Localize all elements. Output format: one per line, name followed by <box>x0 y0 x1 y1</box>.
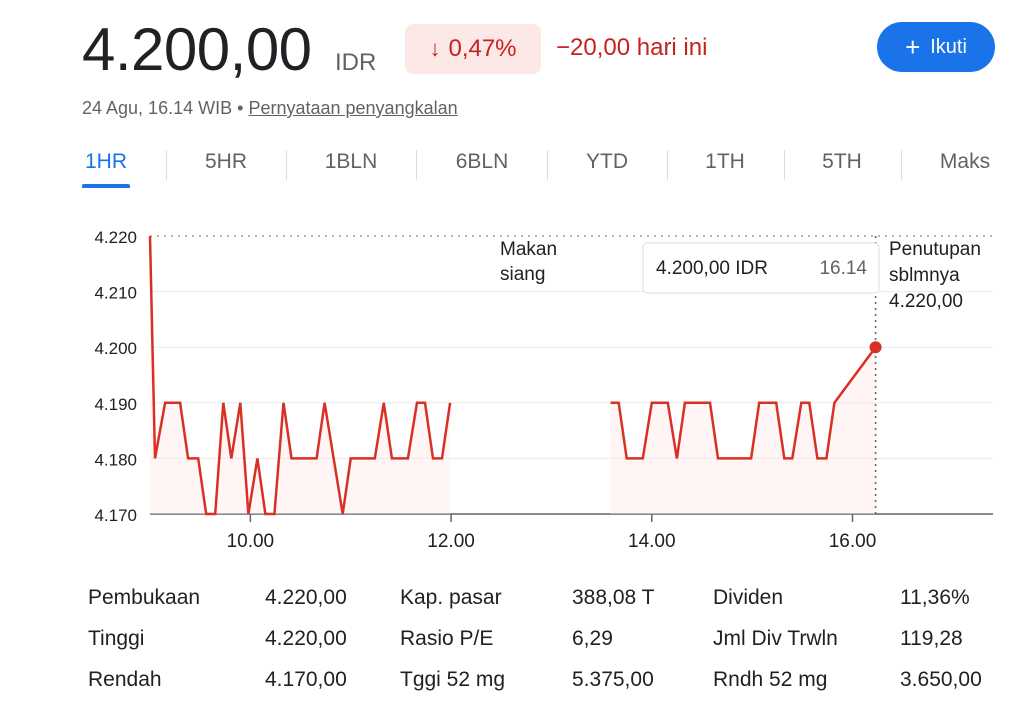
current-price-point <box>869 341 882 354</box>
y-tick-label: 4.190 <box>94 395 137 414</box>
timestamp: 24 Agu, 16.14 WIB <box>82 98 233 118</box>
x-tick-label: 14.00 <box>628 531 676 552</box>
previous-close-label: 4.220,00 <box>889 291 963 312</box>
y-tick-label: 4.210 <box>94 284 137 303</box>
stat-value-dividend: 11,36% <box>900 586 970 609</box>
stat-label-pe-ratio: Rasio P/E <box>400 627 494 650</box>
tab-5th[interactable]: 5TH <box>822 150 862 173</box>
change-today: −20,00 hari ini <box>556 34 708 61</box>
tab-5hr[interactable]: 5HR <box>204 150 248 173</box>
chart-gridlines <box>150 235 993 459</box>
tab-ytd[interactable]: YTD <box>586 150 628 173</box>
stat-label-high: Tinggi <box>88 627 145 650</box>
afternoon-price-line-fill <box>610 347 876 514</box>
active-tab-indicator <box>82 184 130 188</box>
stat-label-low: Rendah <box>88 668 162 691</box>
stat-value-high: 4.220,00 <box>265 627 347 650</box>
tooltip-time: 16.14 <box>819 258 867 279</box>
tab-1bln[interactable]: 1BLN <box>324 150 378 173</box>
price-tooltip <box>642 242 880 294</box>
stat-value-open: 4.220,00 <box>265 586 347 609</box>
stat-label-52w-high: Tggi 52 mg <box>400 668 506 691</box>
stat-value-52w-high: 5.375,00 <box>572 668 654 691</box>
meta-separator: • <box>237 98 244 118</box>
key-stats: Pembukaan 4.220,00 Tinggi 4.220,00 Renda… <box>88 586 998 706</box>
tab-divider <box>901 150 902 180</box>
currency-label: IDR <box>335 49 377 76</box>
price-meta: 24 Agu, 16.14 WIB • Pernyataan penyangka… <box>82 98 458 119</box>
chart-area-fill <box>150 236 876 514</box>
price-chart[interactable]: 4.220 4.210 4.200 4.190 4.180 4.170 10.00 12.0… <box>0 210 1027 560</box>
change-percent-badge: ↓ 0,47% <box>405 24 541 74</box>
disclaimer-link[interactable]: Pernyataan penyangkalan <box>248 98 458 118</box>
afternoon-price-line <box>610 346 877 460</box>
x-tick-label: 10.00 <box>227 531 275 552</box>
x-axis: 10.00 12.00 14.00 16.00 <box>150 513 993 552</box>
follow-button[interactable]: + Ikuti <box>877 22 995 72</box>
stat-label-52w-low: Rndh 52 mg <box>713 668 828 691</box>
lunch-label: siang <box>500 264 545 285</box>
plus-icon: + <box>905 32 921 62</box>
x-tick-label: 12.00 <box>427 531 475 552</box>
current-price: 4.200,00 <box>82 16 312 83</box>
morning-price-line <box>148 235 452 516</box>
stat-value-market-cap: 388,08 T <box>572 586 655 609</box>
arrow-down-icon: ↓ <box>429 36 441 61</box>
previous-close-label: sblmnya <box>889 265 960 286</box>
y-tick-label: 4.180 <box>94 450 137 469</box>
y-tick-label: 4.170 <box>94 506 137 525</box>
stat-label-open: Pembukaan <box>88 586 201 609</box>
tooltip-price: 4.200,00 IDR <box>656 258 768 279</box>
x-tick-label: 16.00 <box>829 531 877 552</box>
tab-divider <box>547 150 548 180</box>
y-tick-label: 4.220 <box>94 228 137 247</box>
chart-lines <box>148 235 877 516</box>
tab-6bln[interactable]: 6BLN <box>455 150 509 173</box>
y-axis: 4.220 4.210 4.200 4.190 4.180 4.170 <box>94 228 137 525</box>
follow-label: Ikuti <box>930 35 967 58</box>
stat-value-low: 4.170,00 <box>265 668 347 691</box>
tab-maks[interactable]: Maks <box>939 150 991 173</box>
lunch-label: Makan <box>500 239 557 260</box>
tab-divider <box>166 150 167 180</box>
stat-label-dividend: Dividen <box>713 586 784 609</box>
tab-1th[interactable]: 1TH <box>705 150 745 173</box>
tab-1hr[interactable]: 1HR <box>84 150 128 173</box>
chart-annotations: 4.200,00 IDR 16.14 Makan siang Penutupan sblm… <box>500 236 981 514</box>
stat-label-quarterly-div: Jml Div Trwln <box>713 627 838 650</box>
tab-divider <box>416 150 417 180</box>
previous-close-label: Penutupan <box>889 239 981 260</box>
tab-divider <box>667 150 668 180</box>
stat-value-pe-ratio: 6,29 <box>572 627 613 650</box>
tab-divider <box>784 150 785 180</box>
time-range-tabs: 1HR 5HR 1BLN 6BLN YTD 1TH 5TH Maks <box>82 150 994 192</box>
tab-divider <box>286 150 287 180</box>
morning-price-line-fill <box>150 236 451 514</box>
stat-value-quarterly-div: 119,28 <box>900 627 963 650</box>
stat-label-market-cap: Kap. pasar <box>400 586 502 609</box>
y-tick-label: 4.200 <box>94 339 137 358</box>
stat-value-52w-low: 3.650,00 <box>900 668 982 691</box>
change-percent-value: 0,47% <box>448 35 517 62</box>
